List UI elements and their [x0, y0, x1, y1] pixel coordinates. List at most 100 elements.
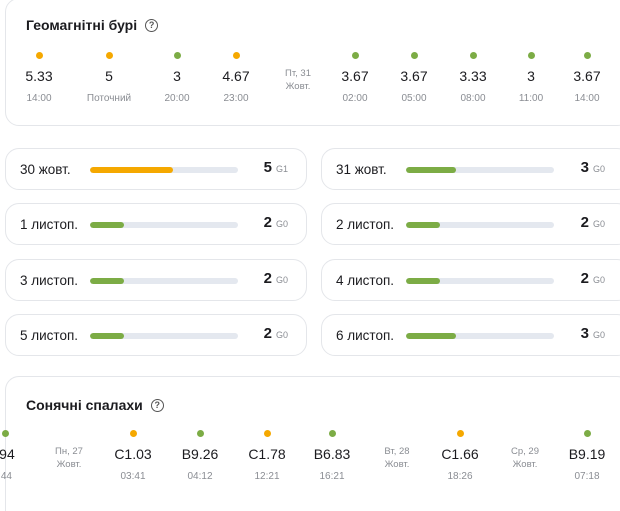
- date-marker: Пт, 31 Жовт.: [268, 67, 328, 93]
- level-dot: [173, 52, 181, 59]
- day-forecast-card[interactable]: 4 листоп. 2 G0: [321, 259, 620, 301]
- timeline-item[interactable]: 3.67 02:00: [325, 52, 385, 105]
- day-value: 2 G0: [264, 270, 288, 287]
- timeline-item[interactable]: 3 11:00: [501, 52, 561, 105]
- flare-item[interactable]: C1.03 03:41: [103, 430, 163, 483]
- kp-max-value: 2: [263, 270, 272, 287]
- level-bar-fill: [406, 333, 457, 339]
- timeline-item[interactable]: 4.67 23:00: [206, 52, 266, 105]
- level-bar: [406, 333, 554, 339]
- kp-value: 5: [105, 68, 113, 84]
- time-label: 05:00: [401, 93, 427, 104]
- level-dot: [263, 430, 271, 437]
- time-label: 14:00: [26, 93, 52, 104]
- day-forecast-card[interactable]: 2 листоп. 2 G0: [321, 203, 620, 245]
- kp-max-value: 5: [263, 159, 272, 176]
- flare-item[interactable]: C1.78 12:21: [237, 430, 297, 483]
- level-bar-fill: [90, 333, 125, 339]
- level-dot: [469, 52, 477, 59]
- kp-max-value: 3: [580, 325, 589, 342]
- time-label: 20:00: [164, 93, 190, 104]
- day-label: 6 листоп.: [336, 328, 395, 343]
- kp-value: 3.33: [459, 68, 487, 84]
- day-forecast-card[interactable]: 5 листоп. 2 G0: [5, 314, 307, 356]
- g-scale: G0: [592, 164, 605, 174]
- question-circle-icon[interactable]: ?: [145, 18, 159, 32]
- question-circle-icon[interactable]: ?: [150, 398, 164, 412]
- geomagnetic-storms-card: Геомагнітні бурі ? 5.33 14:00 5 Поточний…: [5, 0, 620, 126]
- day-forecast-card[interactable]: 3 листоп. 2 G0: [5, 259, 307, 301]
- kp-value: 4.67: [222, 68, 250, 84]
- date-day: Ср, 29: [511, 446, 539, 457]
- flare-class: B9.26: [181, 446, 219, 462]
- day-label: 31 жовт.: [336, 162, 387, 177]
- timeline-item[interactable]: 5.33 14:00: [9, 52, 69, 105]
- time-label: 04:12: [187, 471, 213, 482]
- g-scale: G0: [275, 330, 288, 340]
- timeline-item[interactable]: 3 20:00: [147, 52, 207, 105]
- timeline-item[interactable]: 3.33 08:00: [443, 52, 503, 105]
- date-month: Жовт.: [512, 459, 538, 470]
- timeline-item[interactable]: 3.67 14:00: [557, 52, 617, 105]
- level-bar: [90, 167, 238, 173]
- g-scale: G0: [592, 330, 605, 340]
- kp-value: 3: [527, 68, 535, 84]
- level-dot: [410, 52, 418, 59]
- day-label: 1 листоп.: [20, 217, 79, 232]
- time-label: :44: [0, 471, 12, 482]
- date-day: Пт, 31: [285, 68, 311, 79]
- flare-item[interactable]: C1.66 18:26: [430, 430, 490, 483]
- kp-max-value: 2: [263, 325, 272, 342]
- g-scale: G1: [275, 164, 288, 174]
- flare-class: .94: [0, 446, 15, 462]
- flare-class: C1.78: [248, 446, 286, 462]
- day-value: 5 G1: [264, 159, 288, 176]
- timeline-item[interactable]: 3.67 05:00: [384, 52, 444, 105]
- day-label: 4 листоп.: [336, 273, 395, 288]
- level-bar: [90, 333, 238, 339]
- level-dot: [232, 52, 240, 59]
- level-dot: [456, 430, 464, 437]
- flare-item[interactable]: B9.19 07:18: [557, 430, 617, 483]
- level-dot: [583, 52, 591, 59]
- date-marker: Ср, 29 Жовт.: [495, 445, 555, 471]
- time-label: 02:00: [342, 93, 368, 104]
- kp-max-value: 2: [263, 214, 272, 231]
- time-label: 07:18: [574, 471, 600, 482]
- level-bar-fill: [406, 278, 441, 284]
- day-forecast-card[interactable]: 30 жовт. 5 G1: [5, 148, 307, 190]
- level-dot: [527, 52, 535, 59]
- level-dot: [583, 430, 591, 437]
- day-label: 30 жовт.: [20, 162, 71, 177]
- time-label: 03:41: [120, 471, 146, 482]
- flare-class: B9.19: [568, 446, 606, 462]
- day-forecast-card[interactable]: 6 листоп. 3 G0: [321, 314, 620, 356]
- level-bar-fill: [90, 222, 125, 228]
- day-label: 3 листоп.: [20, 273, 79, 288]
- level-dot: [1, 430, 9, 437]
- time-label: 16:21: [319, 471, 345, 482]
- kp-max-value: 2: [580, 270, 589, 287]
- day-label: 5 листоп.: [20, 328, 79, 343]
- g-scale: G0: [592, 219, 605, 229]
- flare-item[interactable]: B6.83 16:21: [302, 430, 362, 483]
- timeline-item-current[interactable]: 5 Поточний: [79, 52, 139, 105]
- level-dot: [105, 52, 113, 59]
- day-forecast-card[interactable]: 31 жовт. 3 G0: [321, 148, 620, 190]
- flare-item[interactable]: B9.26 04:12: [170, 430, 230, 483]
- flare-class: C1.03: [114, 446, 152, 462]
- day-forecast-card[interactable]: 1 листоп. 2 G0: [5, 203, 307, 245]
- geomagnetic-title: Геомагнітні бурі: [26, 17, 138, 33]
- g-scale: G0: [592, 275, 605, 285]
- date-marker: Вт, 28 Жовт.: [367, 445, 427, 471]
- level-dot: [35, 52, 43, 59]
- kp-value: 3: [173, 68, 181, 84]
- kp-value: 5.33: [25, 68, 53, 84]
- level-bar-fill: [406, 222, 441, 228]
- time-label: 14:00: [574, 93, 600, 104]
- kp-max-value: 3: [580, 159, 589, 176]
- level-dot: [196, 430, 204, 437]
- date-month: Жовт.: [384, 459, 410, 470]
- flare-item[interactable]: .94 :44: [0, 430, 35, 483]
- kp-value: 3.67: [400, 68, 428, 84]
